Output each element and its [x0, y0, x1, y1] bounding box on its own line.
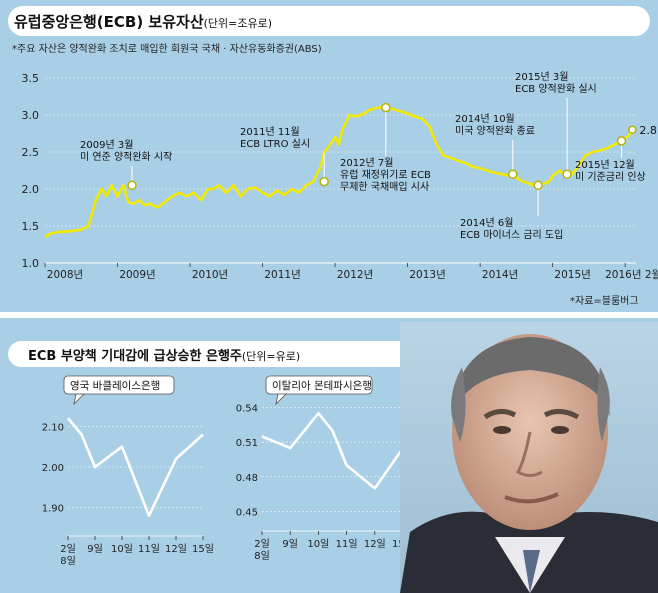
ecb-assets-series-line [44, 106, 634, 239]
y-tick-label: 2.10 [42, 422, 64, 433]
x-tick-label-line: 8일 [60, 555, 76, 567]
x-tick-label-line: 2일 [60, 543, 76, 555]
x-tick-label-line: 2일 [254, 538, 270, 550]
x-tick-label: 2014년 [482, 269, 518, 281]
annotation-marker [507, 169, 518, 179]
x-tick-label: 2010년 [192, 269, 228, 281]
ecb-title-bar [8, 6, 650, 36]
end-value-label: 2.8 [639, 124, 657, 137]
y-tick-label: 2.5 [22, 146, 40, 159]
annotation-label-line: 유럽 재정위기로 ECB [340, 168, 431, 181]
annotation-label-line: ECB LTRO 실시 [240, 138, 310, 150]
x-tick-label: 2011년 [264, 269, 300, 281]
x-tick-label: 2008년 [47, 269, 83, 281]
y-tick-label: 2.00 [42, 463, 64, 474]
series-callout-pointer [73, 393, 85, 406]
y-tick-label: 3.0 [22, 109, 40, 122]
chart-unit-note: (단위=조유로) [203, 17, 273, 30]
y-tick-label: 1.5 [22, 220, 40, 233]
x-tick-label: 2015년 [554, 269, 590, 281]
annotation-marker [616, 136, 627, 146]
x-tick-label: 2일 8일 [60, 543, 76, 567]
annotation-label-line: ECB 마이너스 금리 도입 [460, 228, 563, 241]
x-tick-label: 9일 [87, 543, 103, 555]
annotation-label-line: 미국 양적완화 종료 [455, 125, 535, 137]
x-tick-label: 2016년 2월 5일 [605, 268, 658, 281]
annotation-label: 2014년 10월 미국 양적완화 종료 [455, 113, 535, 137]
x-tick-label: 9일 [282, 538, 298, 550]
series-callout-box [265, 375, 373, 395]
bank-title-bar [8, 341, 448, 367]
y-tick-label: 3.5 [22, 72, 40, 85]
annotation-label-line: 2015년 12월 [575, 159, 635, 171]
x-tick-label: 10일 [307, 538, 329, 550]
annotation-label-line: 2009년 3월 [80, 139, 133, 151]
annotation-marker [381, 102, 391, 113]
series-callout-label: 이탈리아 몬테파시은행 [272, 379, 372, 392]
x-tick-label-line: 8일 [254, 550, 270, 562]
annotation-marker [127, 180, 137, 191]
series-callout-box [63, 375, 175, 395]
annotation-label: 2015년 3월 ECB 양적완화 실시 [515, 71, 597, 95]
annotation-marker [319, 176, 329, 187]
x-tick-label: 2012년 [337, 269, 373, 281]
y-tick-label: 0.54 [236, 404, 258, 415]
series-callout-label: 영국 바클레이스은행 [70, 380, 160, 392]
x-tick-label: 2009년 [119, 269, 155, 281]
y-tick-label: 0.48 [236, 473, 258, 484]
annotation-label: 2011년 11월 ECB LTRO 실시 [240, 126, 310, 150]
bank-title-group: ECB 부양책 기대감에 급상승한 은행주(단위=유로) [28, 345, 300, 364]
portrait-photo [400, 322, 658, 593]
x-tick-label: 15일 [192, 543, 214, 555]
annotation-label-line: ECB 양적완화 실시 [515, 83, 597, 95]
x-tick-label: 2013년 [409, 269, 445, 281]
x-tick-label: 12일 [364, 538, 386, 550]
chart-title-group: 유럽중앙은행(ECB) 보유자산(단위=조유로) [14, 11, 272, 32]
chart-title: 유럽중앙은행(ECB) 보유자산 [14, 13, 204, 31]
annotation-label-line: 2015년 3월 [515, 71, 568, 83]
y-tick-label: 2.0 [22, 183, 40, 196]
bank-chart-title: ECB 부양책 기대감에 급상승한 은행주 [28, 349, 242, 364]
x-tick-label: 11일 [336, 538, 358, 550]
bank-unit-note: (단위=유로) [241, 350, 301, 363]
source-note: *자료=블룸버그 [570, 296, 639, 307]
y-tick-label: 0.45 [236, 507, 258, 518]
y-tick-label: 0.51 [236, 438, 258, 449]
x-tick-label: 2일 8일 [254, 538, 270, 562]
annotation-label-line: 2014년 10월 [455, 113, 515, 125]
stock-series-line [261, 412, 405, 490]
y-tick-label: 1.90 [42, 504, 64, 515]
chart-subtitle: *주요 자산은 양적완화 조치로 매입한 회원국 국채 · 자산유동화증권(AB… [12, 44, 322, 55]
stock-series-line [66, 417, 204, 518]
series-callout-pointer [275, 393, 287, 406]
annotation-label-line: 미 연준 양적완화 시작 [80, 151, 172, 163]
annotation-label-line: 2012년 7월 [340, 157, 393, 169]
annotation-label: 2009년 3월 미 연준 양적완화 시작 [80, 139, 172, 163]
annotation-label: 2015년 12월 미 기준금리 인상 [575, 159, 646, 183]
ecb-assets-panel [0, 0, 658, 312]
y-tick-label: 1.0 [22, 257, 40, 270]
annotation-label-line: 무제한 국채매입 시사 [340, 180, 429, 193]
annotation-label-line: 미 기준금리 인상 [575, 171, 646, 183]
x-tick-label: 10일 [111, 543, 133, 555]
x-tick-label: 12일 [165, 543, 187, 555]
annotation-label-line: 2011년 11월 [240, 126, 300, 138]
annotation-label: 2014년 6월 ECB 마이너스 금리 도입 [460, 217, 563, 241]
annotation-label-line: 2014년 6월 [460, 217, 513, 229]
ecb-assets-line-chart: 3.5 3.0 2.5 2.0 1.5 1.0 2008년 2009년 2010년 2011년 20… [22, 71, 658, 281]
annotation-marker [533, 180, 543, 191]
end-marker [628, 125, 637, 135]
annotation-marker [562, 169, 572, 179]
annotation-label: 2012년 7월 유럽 재정위기로 ECB 무제한 국채매입 시사 [340, 157, 431, 193]
x-tick-label: 11일 [138, 543, 160, 555]
